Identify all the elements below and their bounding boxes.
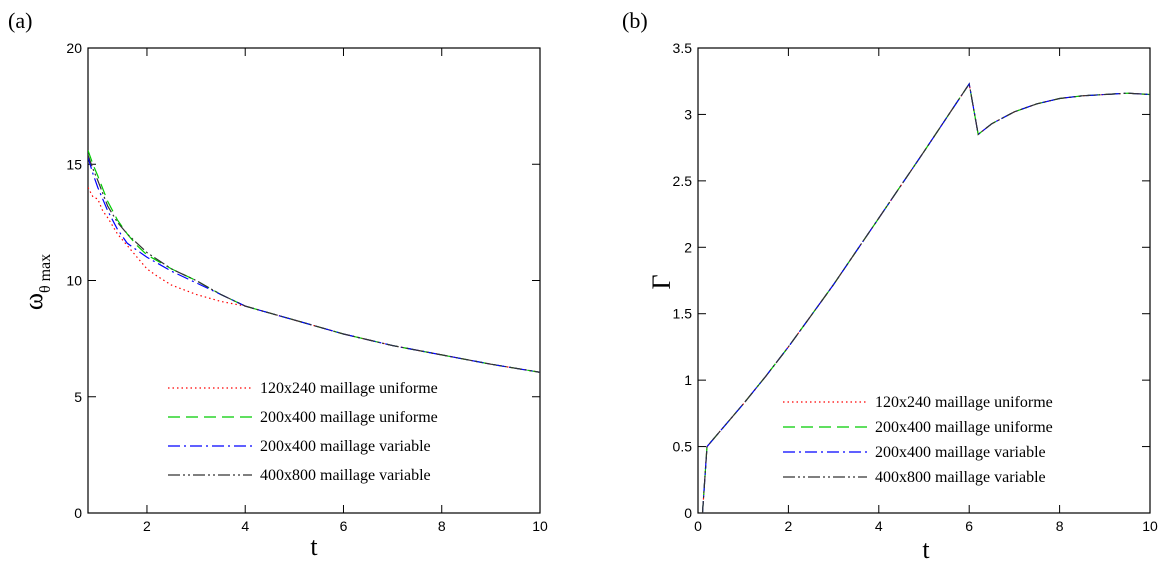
series-line-1 bbox=[88, 187, 540, 373]
x-axis-label: t bbox=[922, 535, 930, 564]
y-tick-label: 3 bbox=[684, 106, 692, 122]
y-tick-label: 1 bbox=[684, 372, 692, 388]
y-tick-label: 5 bbox=[74, 389, 82, 405]
x-tick-label: 8 bbox=[1056, 518, 1064, 534]
legend-label-2: 200x400 maillage uniforme bbox=[260, 409, 438, 426]
x-tick-label: 2 bbox=[143, 518, 151, 534]
y-tick-label: 15 bbox=[66, 156, 82, 172]
y-tick-label: 10 bbox=[66, 273, 82, 289]
y-tick-label: 2.5 bbox=[673, 173, 693, 189]
y-tick-label: 3.5 bbox=[673, 40, 693, 56]
series-line-3 bbox=[701, 82, 1150, 513]
x-tick-label: 10 bbox=[532, 518, 548, 534]
y-axis-label: Γ bbox=[647, 274, 676, 289]
series-line-3 bbox=[88, 157, 540, 373]
x-tick-label: 4 bbox=[241, 518, 249, 534]
legend-label-4: 400x800 maillage variable bbox=[260, 467, 431, 484]
x-tick-label: 2 bbox=[785, 518, 793, 534]
x-tick-label: 4 bbox=[875, 518, 883, 534]
y-axis-label-main: Γ bbox=[647, 274, 676, 289]
y-axis-label-main: ω bbox=[19, 293, 48, 310]
series-line-2 bbox=[88, 150, 540, 373]
x-tick-label: 10 bbox=[1142, 518, 1158, 534]
y-tick-label: 0.5 bbox=[673, 439, 693, 455]
legend-label-2: 200x400 maillage uniforme bbox=[875, 419, 1053, 436]
y-tick-label: 1.5 bbox=[673, 306, 693, 322]
x-axis-label: t bbox=[310, 532, 318, 561]
x-tick-label: 8 bbox=[438, 518, 446, 534]
x-tick-label: 6 bbox=[965, 518, 973, 534]
y-axis-label: ωθ max bbox=[19, 254, 54, 310]
legend-label-3: 200x400 maillage variable bbox=[260, 438, 431, 455]
series-line-4 bbox=[701, 82, 1150, 513]
panel-label-b: (b) bbox=[622, 8, 648, 33]
legend-label-1: 120x240 maillage uniforme bbox=[260, 380, 438, 397]
panel-a: (a) 2 4 6 8 10 0 5 10 15 20 t ωθ max 120x240 maillage… bbox=[8, 8, 548, 561]
legend-label-3: 200x400 maillage variable bbox=[875, 444, 1046, 461]
y-tick-label: 0 bbox=[684, 505, 692, 521]
y-tick-label: 20 bbox=[66, 40, 82, 56]
panel-b: (b) 0 2 4 6 8 10 0 0.5 1 1.5 2 2.5 3 3.5 t Γ 120x240 mail… bbox=[622, 8, 1158, 564]
legend-label-4: 400x800 maillage variable bbox=[875, 469, 1046, 486]
y-tick-label: 0 bbox=[74, 505, 82, 521]
series-line-4 bbox=[88, 154, 540, 373]
y-axis-label-sub: θ max bbox=[37, 254, 54, 293]
y-tick-label: 2 bbox=[684, 239, 692, 255]
x-tick-label: 6 bbox=[340, 518, 348, 534]
legend-label-1: 120x240 maillage uniforme bbox=[875, 394, 1053, 411]
x-tick-label: 0 bbox=[694, 518, 702, 534]
plot-frame-b bbox=[697, 47, 1151, 514]
panel-label-a: (a) bbox=[8, 8, 32, 33]
